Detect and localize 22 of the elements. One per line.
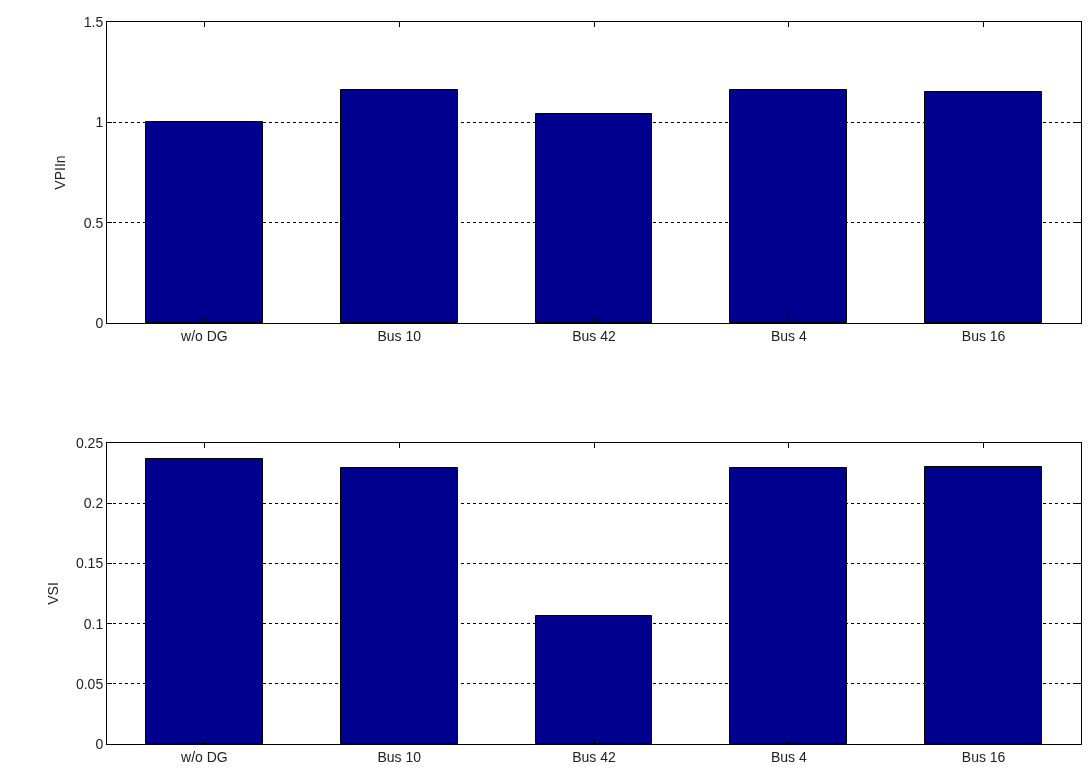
x-tick-label: Bus 16 [961, 327, 1006, 344]
y-axis-title: VSI [44, 582, 61, 605]
x-tick-label: w/o DG [180, 327, 228, 344]
y-tick-label: 1 [95, 114, 104, 131]
y-tick-label: 0.05 [75, 675, 104, 692]
y-tick-label: 0.5 [83, 214, 104, 231]
y-tick-label: 0 [95, 314, 104, 331]
x-tick-label: Bus 10 [377, 748, 422, 765]
y-axis-title: VPIIn [52, 155, 69, 190]
y-tick-label: 0 [95, 735, 104, 752]
x-tick-label: Bus 10 [377, 327, 422, 344]
y-tick-label: 0.25 [75, 434, 104, 451]
y-tick-label: 1.5 [83, 13, 104, 30]
x-tick-label: Bus 16 [961, 748, 1006, 765]
y-tick-label: 0.1 [83, 615, 104, 632]
x-tick-label: Bus 4 [770, 327, 807, 344]
y-tick-label: 0.2 [83, 495, 104, 512]
x-tick-label: Bus 42 [572, 327, 616, 344]
x-tick-label: Bus 4 [770, 748, 807, 765]
x-tick-label: Bus 42 [572, 748, 616, 765]
x-tick-label: w/o DG [180, 748, 228, 765]
y-tick-label: 0.15 [75, 555, 104, 572]
